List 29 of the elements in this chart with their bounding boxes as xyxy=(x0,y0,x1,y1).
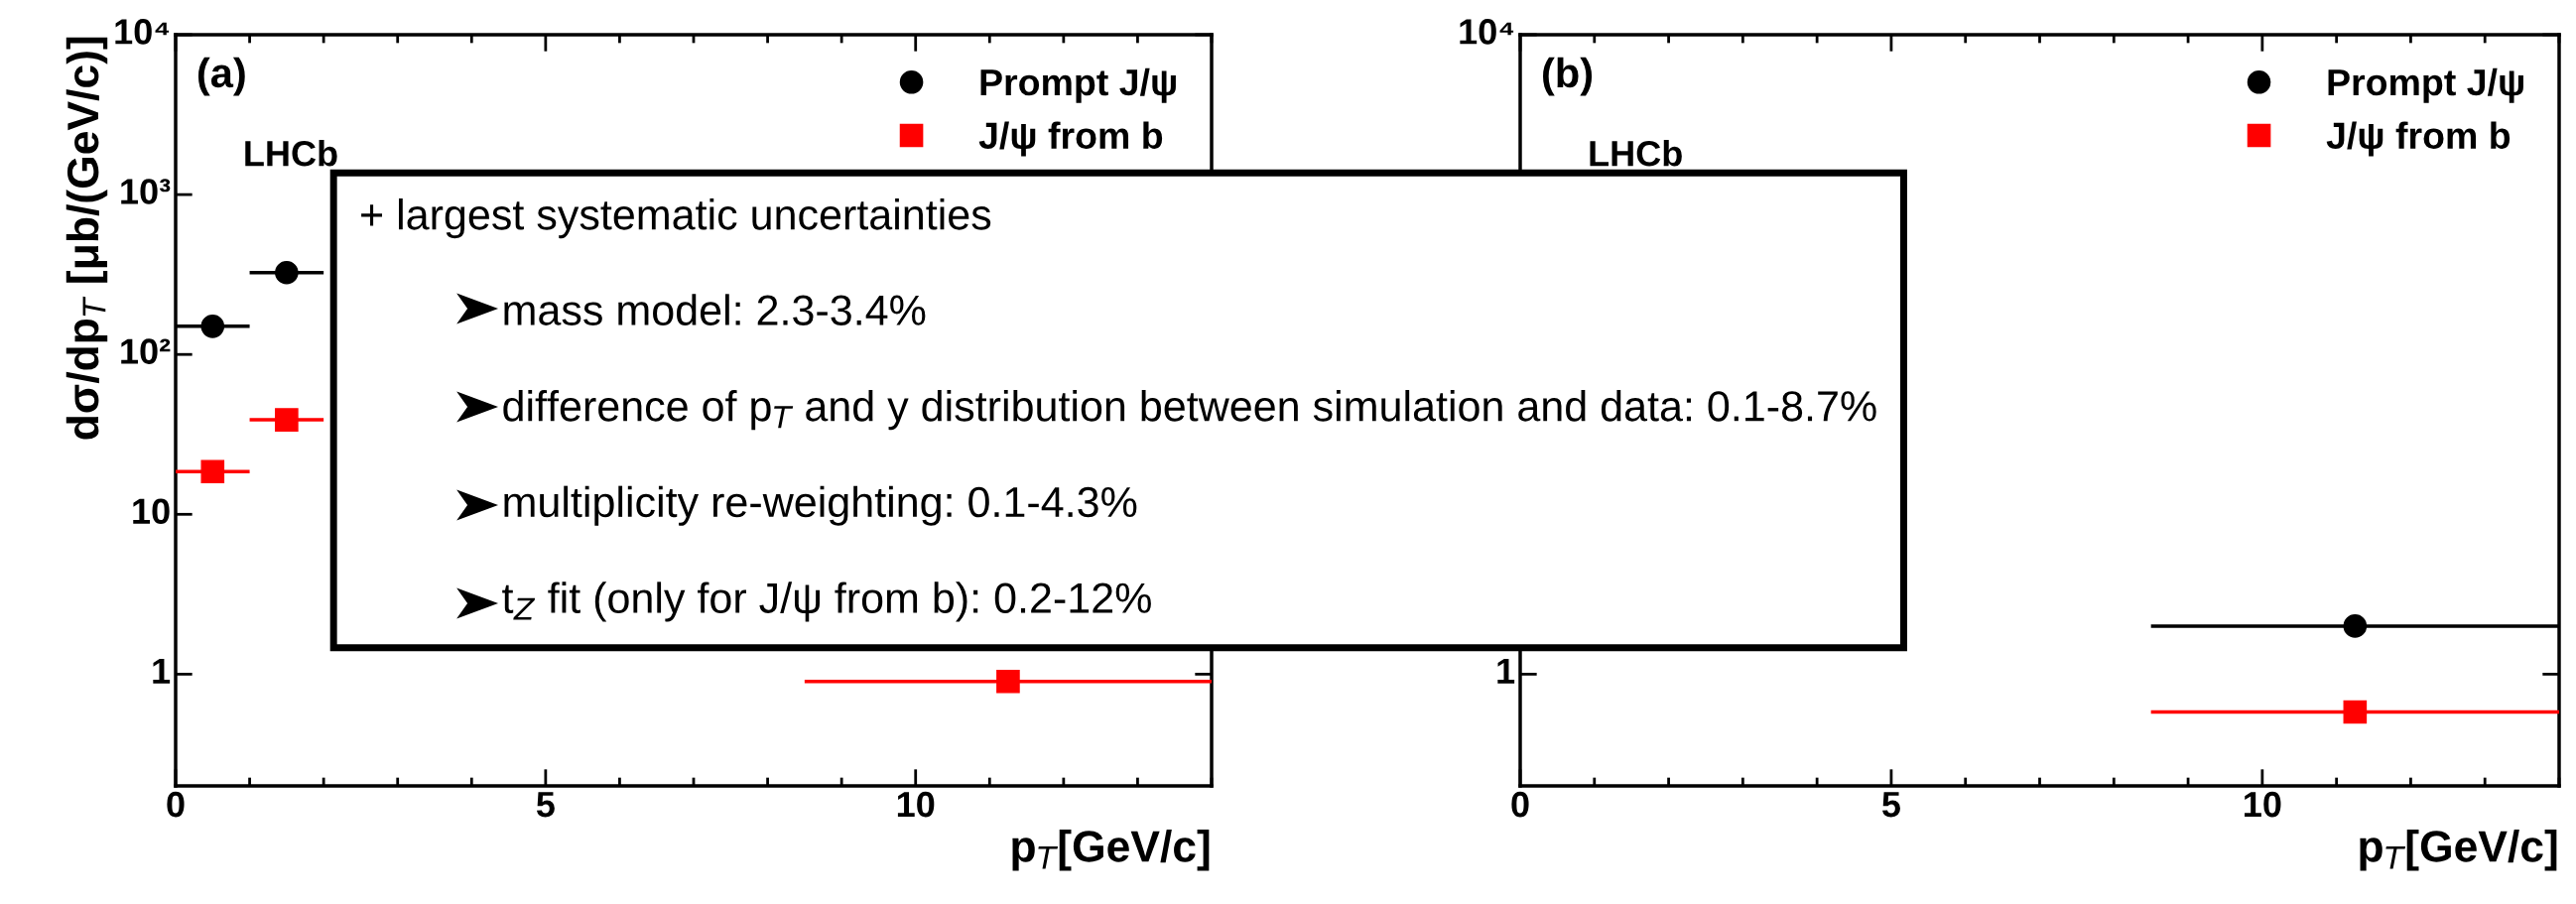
y-tick-label: 1 xyxy=(153,658,171,684)
x-tick-label: 0 xyxy=(167,791,185,818)
annotation: + largest systematic uncertainties xyxy=(361,198,991,239)
annotation: mass model: 2.3-3.4% xyxy=(504,294,926,325)
legend-label: J/ψ from b xyxy=(2326,121,2511,157)
x-tick-label: 5 xyxy=(1882,792,1900,818)
annotation: difference of p$_{T}$ and y distribution between simulation and data: 0.1-8.7% xyxy=(503,390,1876,431)
annotation: t$_{Z}$ fit (only for J/ψ from b): 0.2-12% xyxy=(502,581,1151,622)
annotation: LHCb xyxy=(245,139,337,167)
y-tick-label: 10³ xyxy=(121,179,171,204)
y-tick-label: 10⁴ xyxy=(1460,19,1514,45)
x-tick-label: 10 xyxy=(897,791,935,818)
annotation: (a) xyxy=(197,57,245,96)
x-tick-label: 10 xyxy=(2245,791,2281,818)
legend-label: Prompt J/ψ xyxy=(980,67,1176,103)
legend-label: J/ψ from b xyxy=(978,121,1163,157)
legend-label: Prompt J/ψ xyxy=(2328,67,2523,103)
x-tick-label: 0 xyxy=(1511,791,1529,818)
x-tick-label: 5 xyxy=(536,792,555,818)
y-tick-label: 10⁴ xyxy=(115,19,170,45)
annotation: (b) xyxy=(1543,57,1593,96)
y-tick-label: 10 xyxy=(133,498,170,524)
annotation: multiplicity re-weighting: 0.1-4.3% xyxy=(504,485,1137,526)
y-tick-label: 10² xyxy=(121,338,171,364)
annotation: LHCb xyxy=(1590,139,1682,167)
y-axis-title: dσ/dp$_{T}$ [μb/(GeV/c)] xyxy=(65,37,108,440)
y-tick-label: 1 xyxy=(1497,658,1515,684)
x-axis-title: p$_{T}$[GeV/c] xyxy=(1012,830,1210,871)
x-axis-title: p$_{T}$[GeV/c] xyxy=(2360,830,2557,871)
